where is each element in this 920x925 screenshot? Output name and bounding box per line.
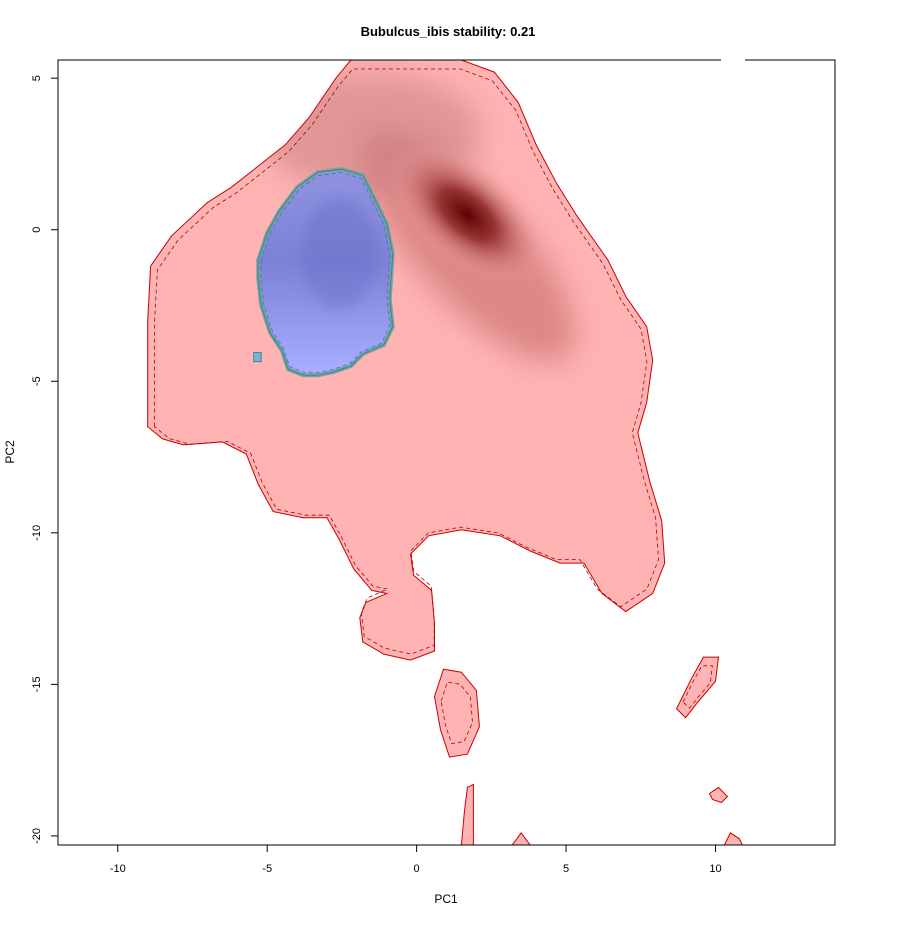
x-tick-label: 5 xyxy=(563,863,569,875)
y-tick-label: 5 xyxy=(31,75,43,81)
plot-data-layer xyxy=(147,60,743,845)
niche-island-3 xyxy=(460,783,474,845)
x-axis: -10 -5 0 5 10 xyxy=(110,844,722,875)
y-tick-label: -5 xyxy=(31,376,43,386)
y-tick-label: 0 xyxy=(31,227,43,233)
overlap-island xyxy=(253,352,262,363)
x-tick-label: -5 xyxy=(262,863,272,875)
niche-contour-dashed xyxy=(154,68,659,655)
niche-island-4 xyxy=(511,832,531,845)
y-axis-label: PC2 xyxy=(3,440,17,464)
niche-island-contour-2 xyxy=(682,665,713,709)
chart-title: Bubulcus_ibis stability: 0.21 xyxy=(361,24,536,39)
x-tick-label: 10 xyxy=(709,863,721,875)
niche-island-5 xyxy=(708,786,729,804)
overlap-outline xyxy=(257,168,394,376)
niche-island-1 xyxy=(433,668,480,758)
density-peak xyxy=(387,142,547,287)
overlap-density-core xyxy=(300,199,377,309)
niche-island-contour-1 xyxy=(440,681,473,745)
niche-island-6 xyxy=(723,832,743,845)
y-tick-label: -15 xyxy=(31,676,43,692)
overlap-contour-dashed xyxy=(260,172,391,373)
niche-region-main xyxy=(147,60,665,661)
x-tick-label: 0 xyxy=(414,863,420,875)
y-tick-label: -20 xyxy=(31,828,43,844)
x-axis-label: PC1 xyxy=(434,892,458,906)
y-axis: 5 0 -5 -10 -15 -20 xyxy=(31,75,59,844)
y-tick-label: -10 xyxy=(31,525,43,541)
frame-gap xyxy=(721,56,745,64)
x-tick-label: -10 xyxy=(110,863,126,875)
niche-island-2 xyxy=(675,656,720,719)
niche-outline-main xyxy=(147,60,666,661)
